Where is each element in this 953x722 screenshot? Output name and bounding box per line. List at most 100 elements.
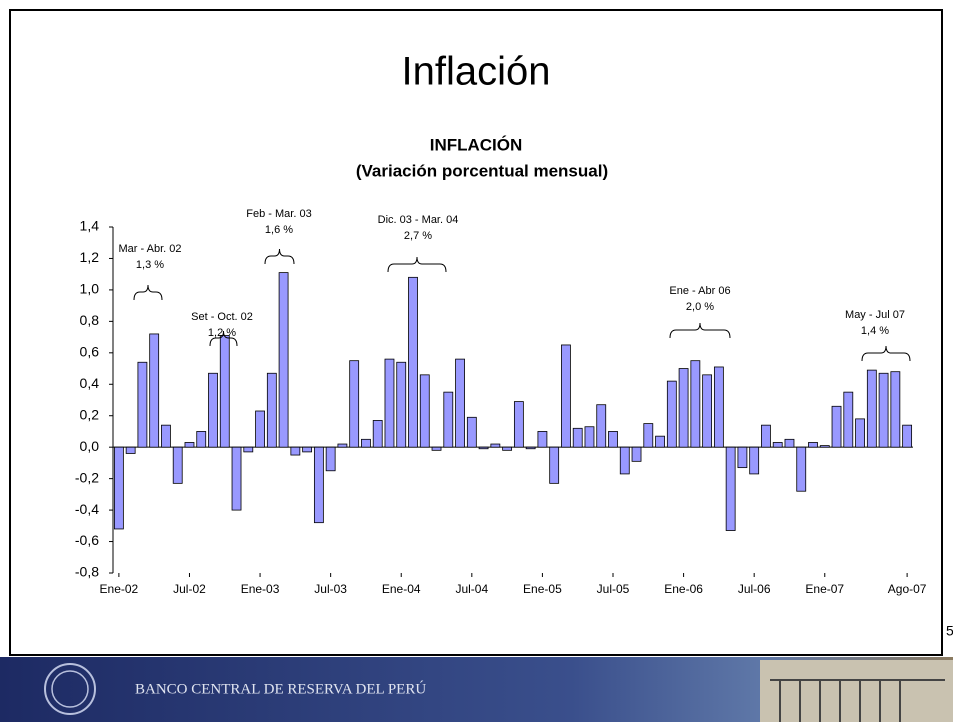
annotation-brace bbox=[387, 256, 447, 273]
bar bbox=[349, 360, 360, 448]
annotation-text: 1,2 % bbox=[208, 327, 236, 339]
bar bbox=[584, 426, 595, 448]
y-tick-label: 0,6 bbox=[80, 344, 100, 360]
bar bbox=[313, 446, 324, 524]
bar bbox=[408, 276, 418, 448]
bar bbox=[666, 380, 677, 448]
bar bbox=[678, 368, 689, 448]
annotation-brace bbox=[264, 248, 295, 265]
slide-title: Inflación bbox=[402, 50, 551, 94]
footer-photo bbox=[760, 660, 953, 722]
bar bbox=[749, 446, 760, 475]
bar bbox=[631, 446, 642, 462]
annotation-text: 1,3 % bbox=[136, 259, 164, 271]
x-tick-label: Ene-07 bbox=[805, 582, 844, 596]
bar bbox=[902, 424, 913, 448]
bar bbox=[231, 446, 242, 511]
annotation-text: 2,0 % bbox=[686, 301, 714, 313]
annotation-text: 2,7 % bbox=[404, 230, 432, 242]
annotation-text: Ene - Abr 06 bbox=[669, 285, 730, 297]
bar bbox=[196, 431, 207, 448]
y-tick-label: 0,8 bbox=[80, 312, 100, 328]
bar bbox=[172, 446, 183, 484]
bar bbox=[490, 443, 501, 448]
bar bbox=[302, 446, 313, 453]
bar bbox=[549, 446, 560, 484]
bar bbox=[737, 446, 748, 469]
bar bbox=[466, 416, 477, 448]
bar bbox=[572, 427, 583, 448]
bar bbox=[784, 438, 795, 448]
y-tick-label: 1,4 bbox=[80, 218, 100, 234]
bar bbox=[325, 446, 336, 472]
y-tick-label: -0,4 bbox=[75, 501, 99, 517]
y-tick-label: 1,2 bbox=[80, 249, 100, 265]
annotation-brace bbox=[669, 322, 731, 339]
x-tick-label: Ago-07 bbox=[888, 582, 927, 596]
bar bbox=[690, 360, 701, 448]
footer-text: BANCO CENTRAL DE RESERVA DEL PERÚ bbox=[135, 680, 426, 697]
chart-title: INFLACIÓN bbox=[430, 135, 523, 154]
footer-logo-inner bbox=[51, 670, 89, 708]
annotation-brace bbox=[209, 330, 238, 347]
bar bbox=[831, 405, 842, 448]
page-number: 5 bbox=[946, 623, 953, 639]
bar bbox=[725, 446, 736, 531]
bar bbox=[455, 358, 465, 448]
annotation-text: 1,4 % bbox=[861, 325, 889, 337]
bar bbox=[596, 404, 607, 448]
bar bbox=[843, 391, 854, 448]
bar bbox=[761, 424, 771, 448]
bar bbox=[243, 446, 254, 453]
bar bbox=[772, 442, 783, 448]
y-tick-label: 0,0 bbox=[80, 438, 100, 454]
bar bbox=[384, 358, 395, 448]
slide-border bbox=[9, 9, 943, 656]
bar bbox=[372, 420, 383, 448]
bar bbox=[866, 369, 877, 448]
y-tick-label: -0,8 bbox=[75, 564, 99, 580]
x-tick-label: Ene-04 bbox=[382, 582, 421, 596]
x-tick-label: Jul-03 bbox=[314, 582, 347, 596]
x-tick-label: Ene-05 bbox=[523, 582, 562, 596]
x-tick-label: Ene-02 bbox=[100, 582, 139, 596]
bar bbox=[396, 361, 407, 448]
bar bbox=[619, 446, 630, 475]
bar bbox=[219, 335, 230, 448]
bar bbox=[361, 438, 371, 448]
bar bbox=[208, 372, 218, 448]
bar bbox=[125, 446, 136, 454]
footer-photo-detail bbox=[770, 679, 945, 722]
y-tick-label: -0,6 bbox=[75, 532, 99, 548]
x-tick-label: Ene-03 bbox=[241, 582, 280, 596]
bar bbox=[890, 371, 901, 448]
bar bbox=[184, 442, 195, 448]
y-tick-label: 0,2 bbox=[80, 406, 100, 422]
x-tick-label: Jul-04 bbox=[455, 582, 488, 596]
annotation-text: 1,6 % bbox=[265, 224, 293, 236]
bar bbox=[443, 391, 454, 448]
bar bbox=[855, 418, 865, 448]
annotation-text: Mar - Abr. 02 bbox=[119, 243, 182, 255]
bar bbox=[478, 446, 489, 450]
bar bbox=[643, 423, 654, 448]
bar bbox=[608, 431, 618, 448]
bar bbox=[819, 445, 830, 448]
bar bbox=[255, 410, 265, 448]
annotation-brace bbox=[861, 345, 911, 362]
bar bbox=[113, 446, 124, 530]
annotation-brace bbox=[133, 284, 163, 301]
annotation-text: Set - Oct. 02 bbox=[191, 311, 253, 323]
bar bbox=[278, 272, 289, 448]
bar bbox=[808, 442, 818, 448]
bar bbox=[502, 446, 513, 451]
bar bbox=[537, 431, 548, 448]
bar bbox=[525, 446, 536, 450]
y-tick-label: 1,0 bbox=[80, 281, 100, 297]
chart-subtitle: (Variación porcentual mensual) bbox=[356, 161, 608, 180]
bar bbox=[655, 435, 665, 448]
footer-logo bbox=[44, 663, 96, 715]
bar bbox=[137, 361, 148, 448]
bar bbox=[419, 374, 430, 448]
